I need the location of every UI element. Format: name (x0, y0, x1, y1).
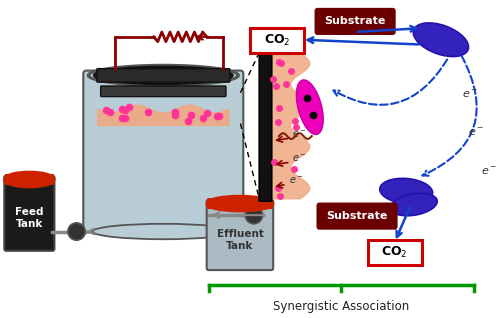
FancyBboxPatch shape (318, 204, 396, 229)
Text: Feed
Tank: Feed Tank (15, 207, 44, 229)
Text: Synergistic Association: Synergistic Association (273, 300, 409, 313)
Text: CO$_2$: CO$_2$ (264, 33, 290, 48)
FancyBboxPatch shape (83, 71, 244, 232)
Text: $e^-$: $e^-$ (289, 175, 303, 186)
Text: Substrate: Substrate (326, 211, 388, 221)
Polygon shape (98, 105, 229, 126)
Ellipse shape (380, 178, 433, 204)
Text: Substrate: Substrate (324, 17, 386, 26)
Circle shape (68, 223, 85, 240)
FancyBboxPatch shape (97, 69, 230, 82)
Ellipse shape (208, 197, 272, 210)
FancyBboxPatch shape (101, 86, 226, 97)
Ellipse shape (5, 173, 53, 186)
Text: $e^-$: $e^-$ (462, 88, 479, 100)
Text: $e^-$: $e^-$ (292, 153, 307, 164)
FancyBboxPatch shape (316, 9, 394, 34)
Text: CO$_2$: CO$_2$ (381, 245, 408, 260)
FancyBboxPatch shape (4, 176, 54, 251)
Polygon shape (271, 53, 310, 199)
FancyBboxPatch shape (208, 199, 272, 208)
FancyBboxPatch shape (207, 200, 273, 270)
Ellipse shape (296, 80, 323, 135)
Ellipse shape (92, 224, 234, 239)
Ellipse shape (88, 65, 239, 86)
Ellipse shape (413, 23, 469, 57)
FancyBboxPatch shape (259, 51, 272, 201)
FancyBboxPatch shape (250, 28, 304, 53)
Text: $e^-$: $e^-$ (292, 129, 307, 140)
Ellipse shape (390, 193, 437, 216)
Circle shape (245, 206, 262, 224)
FancyBboxPatch shape (368, 240, 422, 265)
Ellipse shape (94, 67, 233, 84)
FancyBboxPatch shape (5, 175, 53, 184)
Text: $e^-$: $e^-$ (482, 166, 498, 177)
Text: Effluent
Tank: Effluent Tank (217, 229, 263, 251)
Text: $e^-$: $e^-$ (468, 127, 485, 138)
